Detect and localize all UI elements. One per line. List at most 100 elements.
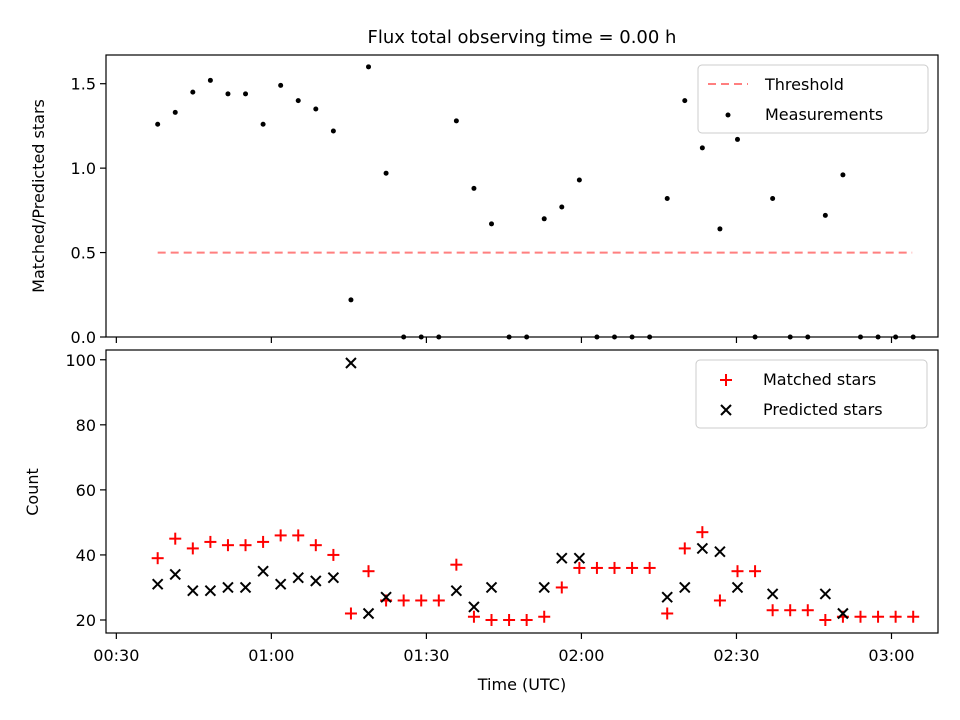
predicted-star-point xyxy=(204,585,217,597)
matched-star-point xyxy=(239,539,252,552)
predicted-star-point xyxy=(450,585,463,597)
measurement-point xyxy=(541,216,547,222)
predicted-star-point xyxy=(345,357,357,369)
bottom-y-tick-label: 100 xyxy=(65,351,96,370)
bottom-x-tick-label: 02:00 xyxy=(558,646,604,665)
matched-star-point xyxy=(186,542,199,555)
chart-title: Flux total observing time = 0.00 h xyxy=(368,27,677,48)
predicted-star-point xyxy=(380,591,392,603)
measurement-point xyxy=(366,64,372,70)
measurement-point xyxy=(717,226,723,232)
matched-star-point xyxy=(309,539,322,552)
matched-star-point xyxy=(344,607,357,620)
predicted-star-point xyxy=(310,575,322,587)
matched-star-point xyxy=(257,535,270,548)
measurement-point xyxy=(155,121,161,127)
matched-star-point xyxy=(292,529,305,542)
predicted-star-point xyxy=(819,588,832,600)
predicted-stars-points xyxy=(151,357,849,620)
matched-star-point xyxy=(608,561,621,574)
measurement-point xyxy=(243,91,249,97)
measurement-point xyxy=(348,297,354,303)
matched-legend-label: Matched stars xyxy=(763,370,876,389)
matched-star-point xyxy=(766,604,779,617)
predicted-star-point xyxy=(468,601,480,613)
bottom-x-tick-label: 01:00 xyxy=(248,646,294,665)
bottom-x-tick-label: 01:30 xyxy=(403,646,449,665)
measurement-point xyxy=(734,136,740,142)
threshold-legend-label: Threshold xyxy=(764,75,844,94)
predicted-star-point xyxy=(257,565,269,577)
matched-legend-swatch xyxy=(720,374,732,386)
bottom-y-tick-label: 40 xyxy=(76,546,96,565)
matched-star-point xyxy=(854,610,867,623)
measurement-point xyxy=(840,172,846,178)
matched-star-point xyxy=(503,613,516,626)
measurement-point xyxy=(576,177,582,183)
measurement-point xyxy=(260,121,266,127)
matched-star-point xyxy=(450,558,463,571)
predicted-star-point xyxy=(222,581,234,594)
bottom-y-tick-label: 60 xyxy=(76,481,96,500)
bottom-legend: Matched stars Predicted stars xyxy=(695,359,928,429)
measurement-point xyxy=(770,196,776,202)
predicted-star-point xyxy=(169,568,181,581)
matched-star-point xyxy=(362,565,375,578)
matched-star-point xyxy=(538,610,551,623)
bottom-x-tick-label: 00:30 xyxy=(93,646,139,665)
bottom-y-ticks: 20 40 60 80 100 xyxy=(65,351,106,630)
bottom-x-ticks: 00:30 01:00 01:30 02:00 02:30 03:00 xyxy=(93,633,915,665)
predicted-star-point xyxy=(485,581,498,594)
predicted-star-point xyxy=(766,588,779,600)
matched-star-point xyxy=(696,526,709,539)
matched-star-point xyxy=(661,607,674,620)
matched-stars-points xyxy=(151,526,920,626)
predicted-star-point xyxy=(151,578,164,590)
predicted-star-point xyxy=(274,578,287,590)
predicted-star-point xyxy=(362,607,375,620)
matched-star-point xyxy=(678,542,691,555)
predicted-star-point xyxy=(556,552,568,564)
matched-star-point xyxy=(784,604,797,617)
measurement-point xyxy=(330,128,336,134)
matched-star-point xyxy=(204,535,217,548)
matched-star-point xyxy=(415,594,428,607)
bottom-legend-box xyxy=(695,359,928,429)
matched-star-point xyxy=(555,581,568,594)
predicted-star-point xyxy=(661,591,673,603)
measurement-point xyxy=(383,170,389,176)
matched-star-point xyxy=(221,539,234,552)
predicted-star-point xyxy=(714,545,726,558)
matched-star-point xyxy=(907,610,920,623)
top-plot-frame xyxy=(105,54,939,338)
top-y-ticks: 0.0 0.5 1.0 1.5 xyxy=(71,75,106,347)
matched-star-point xyxy=(801,604,814,617)
predicted-star-point xyxy=(538,581,550,594)
predicted-star-point xyxy=(679,581,691,594)
matched-star-point xyxy=(169,532,182,545)
measurement-point xyxy=(559,204,565,210)
top-y-axis-label: Matched/Predicted stars xyxy=(29,99,48,293)
measurement-point xyxy=(453,118,459,124)
bottom-y-tick-label: 80 xyxy=(76,416,96,435)
measurement-point xyxy=(313,106,319,112)
bottom-x-tick-label: 02:30 xyxy=(713,646,759,665)
top-y-tick-label: 0.5 xyxy=(71,244,96,263)
matched-star-point xyxy=(151,552,164,565)
predicted-star-point xyxy=(292,571,304,584)
top-legend-box xyxy=(697,64,929,134)
top-panel: 0.0 0.5 1.0 1.5 Matched/Predicted stars Thr… xyxy=(29,54,939,347)
matched-star-point xyxy=(397,594,410,607)
predicted-star-point xyxy=(327,571,340,584)
measurement-point xyxy=(682,98,688,104)
measurements-legend-label: Measurements xyxy=(765,105,883,124)
matched-star-point xyxy=(889,610,902,623)
predicted-star-point xyxy=(696,542,709,555)
predicted-star-point xyxy=(187,585,199,597)
matched-star-point xyxy=(485,613,498,626)
predicted-star-point xyxy=(837,607,849,620)
matched-star-point xyxy=(626,561,639,574)
matched-star-point xyxy=(327,548,340,561)
measurement-point xyxy=(822,212,828,218)
